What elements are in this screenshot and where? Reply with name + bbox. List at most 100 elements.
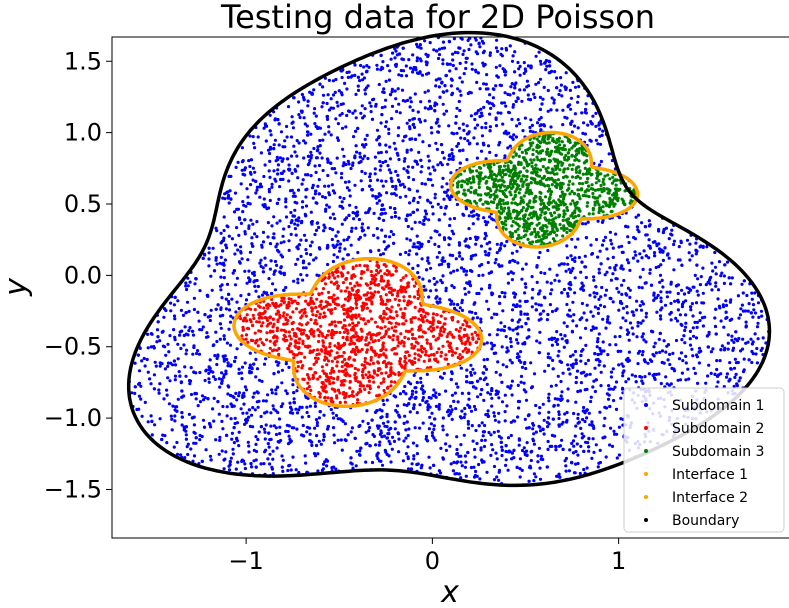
data-point	[695, 249, 699, 253]
data-point	[473, 117, 477, 122]
data-point	[387, 432, 391, 436]
data-point	[518, 64, 522, 68]
data-point	[323, 395, 327, 399]
data-point	[297, 243, 301, 247]
data-point	[447, 154, 451, 158]
data-point	[463, 454, 467, 458]
data-point	[515, 124, 519, 128]
data-point	[552, 101, 556, 105]
data-point	[484, 82, 488, 86]
data-point	[362, 65, 366, 69]
data-point	[298, 115, 302, 120]
data-point	[466, 422, 470, 426]
data-point	[532, 479, 536, 483]
data-point	[228, 320, 233, 324]
data-point	[376, 325, 380, 329]
data-point	[641, 332, 645, 336]
data-point	[369, 104, 373, 108]
data-point	[745, 293, 749, 298]
data-point	[442, 46, 447, 50]
data-point	[389, 57, 393, 61]
data-point	[518, 304, 522, 308]
data-point	[521, 129, 525, 133]
data-point	[595, 345, 599, 349]
data-point	[294, 407, 298, 411]
data-point	[676, 378, 680, 382]
data-point	[450, 393, 455, 397]
data-point	[591, 314, 595, 318]
data-point	[158, 364, 162, 368]
data-point	[665, 290, 669, 294]
data-point	[534, 302, 538, 306]
data-point	[437, 392, 441, 396]
data-point	[561, 108, 565, 112]
data-point	[573, 276, 577, 280]
data-point	[336, 286, 340, 290]
data-point	[534, 308, 538, 312]
data-point	[335, 156, 339, 160]
data-point	[633, 250, 637, 254]
data-point	[285, 124, 289, 129]
data-point	[560, 262, 564, 266]
data-point	[323, 460, 327, 464]
data-point	[385, 191, 389, 195]
data-point	[455, 452, 459, 456]
data-point	[530, 275, 534, 279]
data-point	[475, 316, 480, 320]
data-point	[621, 371, 625, 375]
data-point	[498, 294, 502, 299]
data-point	[528, 129, 533, 133]
data-point	[237, 444, 241, 448]
data-point	[316, 145, 320, 149]
data-point	[603, 273, 607, 277]
data-point	[710, 288, 714, 292]
data-point	[652, 345, 656, 349]
data-point	[506, 468, 510, 472]
data-point	[411, 123, 415, 127]
data-point	[647, 219, 651, 223]
data-point	[592, 326, 596, 331]
data-point	[304, 314, 308, 318]
data-point	[451, 469, 455, 473]
data-point	[426, 405, 430, 409]
data-point	[441, 344, 445, 348]
data-point	[525, 441, 529, 445]
data-point	[469, 257, 473, 261]
data-point	[295, 245, 299, 249]
data-point	[475, 441, 479, 446]
data-point	[404, 319, 408, 323]
data-point	[287, 330, 291, 334]
data-point	[311, 196, 315, 200]
data-point	[267, 151, 272, 156]
data-point	[408, 96, 412, 100]
data-point	[239, 407, 243, 411]
data-point	[457, 99, 461, 104]
data-point	[478, 87, 482, 91]
data-point	[375, 67, 379, 71]
data-point	[442, 112, 446, 116]
data-point	[698, 318, 702, 323]
data-point	[373, 172, 377, 176]
data-point	[458, 76, 462, 80]
data-point	[508, 358, 512, 362]
data-point	[641, 302, 646, 306]
data-point	[510, 318, 514, 322]
data-point	[320, 291, 324, 295]
data-point	[718, 359, 722, 363]
data-point	[503, 291, 507, 295]
data-point	[553, 336, 557, 340]
data-point	[340, 369, 344, 373]
data-point	[359, 179, 363, 183]
data-point	[295, 154, 299, 158]
data-point	[277, 417, 282, 421]
data-point	[609, 238, 613, 242]
data-point	[443, 327, 447, 331]
data-point	[643, 281, 647, 285]
data-point	[304, 248, 308, 252]
data-point	[402, 439, 406, 443]
data-point	[515, 303, 519, 307]
data-point	[391, 232, 396, 237]
data-point	[183, 365, 187, 369]
data-point	[510, 361, 514, 365]
data-point	[573, 471, 577, 475]
